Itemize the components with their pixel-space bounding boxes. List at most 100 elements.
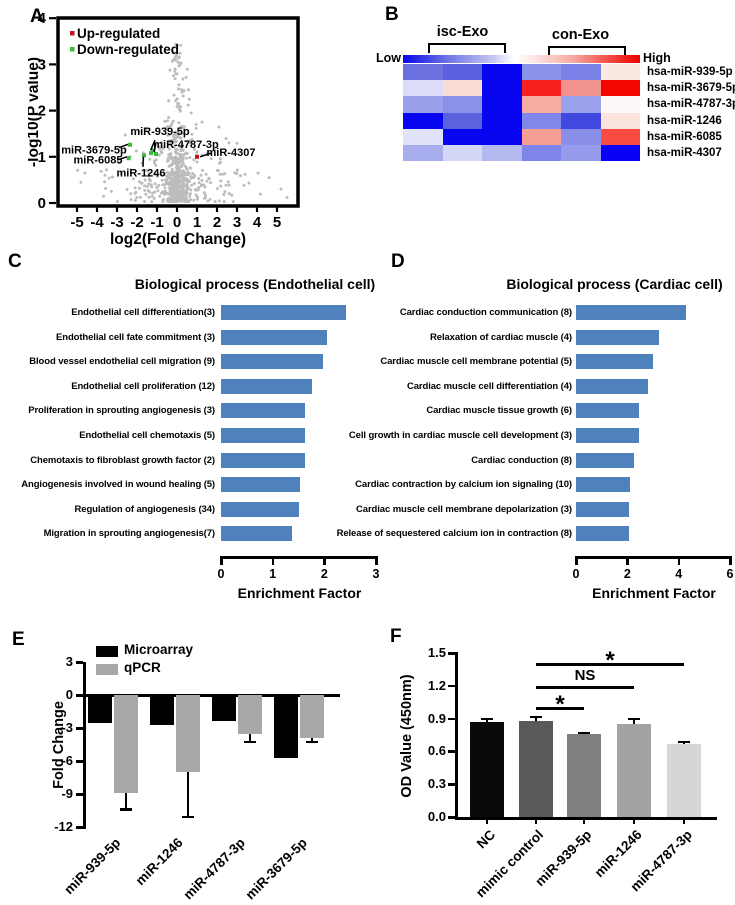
bg-point: [192, 147, 196, 151]
bg-point: [153, 171, 157, 175]
significance-label: *: [555, 691, 565, 718]
x-tick-label: 0: [173, 214, 181, 231]
bg-point: [178, 109, 182, 113]
heatmap-cell: [442, 112, 482, 129]
bg-point: [247, 181, 251, 185]
bg-point: [203, 196, 207, 200]
x-axis-tick: [683, 819, 685, 824]
bg-point: [161, 183, 165, 187]
annotation-label: miR-4307: [207, 147, 256, 159]
bg-point: [174, 136, 178, 140]
error-bar-line: [125, 792, 127, 810]
panel-e: E Microarray qPCR Fold Change 3 0 -3 -6 -9 -1…: [0, 625, 367, 905]
annotation-label: miR-3679-5p: [61, 144, 127, 156]
heatmap-cell: [521, 112, 561, 129]
significance-line: [536, 686, 634, 689]
bg-point: [235, 141, 239, 145]
x-tick-label: -4: [90, 214, 104, 231]
y-tick-label: 1.5: [427, 645, 446, 660]
bg-point: [129, 192, 133, 196]
bg-point: [156, 189, 160, 193]
bar-qpcr: [176, 695, 200, 772]
bg-point: [193, 174, 197, 178]
bg-point: [164, 178, 167, 182]
bar-category-label: Release of sequestered calcium ion in co…: [336, 528, 573, 540]
bg-point: [231, 200, 235, 204]
bar: [567, 733, 601, 817]
bg-point: [190, 138, 194, 141]
bg-point: [153, 182, 157, 186]
error-bar-cap: [628, 718, 640, 721]
bg-point: [178, 185, 182, 189]
bg-point: [170, 170, 174, 173]
annotation-leader-line: [116, 156, 128, 161]
bg-point: [219, 179, 223, 183]
bg-point: [176, 60, 180, 64]
x-axis-tick: [583, 819, 585, 824]
legend-label-down: Down-regulated: [77, 42, 179, 57]
bg-point: [107, 176, 111, 180]
bar: [221, 403, 306, 419]
bg-point: [202, 191, 206, 195]
bg-point: [167, 196, 171, 200]
bg-point: [188, 192, 192, 196]
bg-point: [205, 179, 209, 183]
bg-point: [160, 178, 164, 182]
bg-point: [167, 176, 170, 180]
bg-point: [133, 186, 137, 190]
y-tick-label: -9: [61, 786, 73, 801]
y-tick-label: 1.2: [427, 677, 446, 693]
bg-point: [258, 192, 262, 196]
bg-point: [188, 194, 192, 198]
error-bar-cap: [120, 808, 132, 811]
heatmap-cell: [521, 96, 561, 113]
heatmap-cell: [561, 80, 601, 97]
y-tick-label: 3: [38, 56, 46, 73]
x-tick-label: 2: [320, 567, 328, 581]
bg-point: [125, 188, 129, 191]
bg-point: [184, 75, 188, 79]
heatmap-group-label-con-exo: con-Exo: [551, 27, 610, 43]
error-bar-line: [311, 737, 313, 742]
bg-point: [176, 157, 180, 161]
heatmap-cell: [442, 96, 482, 113]
heatmap-cell: [521, 128, 561, 145]
bg-point: [178, 51, 182, 55]
bg-point: [174, 185, 178, 189]
bg-point: [185, 140, 189, 143]
y-tick-label: -12: [54, 819, 73, 834]
bg-point: [180, 143, 184, 147]
y-axis-tick: [448, 816, 455, 819]
y-axis-tick: [448, 684, 455, 688]
bg-point: [152, 196, 156, 200]
bg-point: [213, 200, 217, 204]
annotation-label: miR-939-5p: [130, 126, 190, 138]
bg-point: [180, 182, 184, 186]
heatmap-cell: [521, 80, 561, 97]
error-bar-line: [187, 772, 189, 818]
bar-category-label: Chemotaxis to fibroblast growth factor (…: [30, 454, 215, 466]
error-bar-line: [249, 733, 251, 742]
bar: [576, 452, 634, 468]
bar-category-label: Angiogenesis involved in wound healing (…: [21, 479, 215, 491]
x-axis-tick: [535, 819, 537, 824]
colorbar-low-label: Low: [376, 51, 401, 65]
bg-point: [175, 72, 179, 76]
bg-point: [133, 191, 137, 195]
x-axis-label: log2(Fold Change): [110, 231, 246, 248]
bar: [576, 329, 660, 345]
x-tick-label: 0: [217, 567, 225, 581]
bg-point: [179, 43, 183, 47]
heatmap-row-label: hsa-miR-939-5p: [647, 66, 733, 78]
bar: [576, 501, 629, 517]
annotation-leader-line: [153, 142, 157, 153]
bg-point: [148, 157, 152, 161]
bg-point: [147, 171, 151, 175]
bg-point: [167, 200, 171, 204]
x-tick-label: 1: [193, 214, 201, 231]
x-tick-label: 1: [269, 567, 277, 581]
heatmap-cell: [521, 64, 561, 81]
panel-f: F OD Value (450nm) 0.0 0.3 0.6 0.9 1.2 1.5 NC m…: [367, 625, 735, 905]
bg-point: [227, 192, 231, 196]
bg-point: [150, 185, 154, 189]
